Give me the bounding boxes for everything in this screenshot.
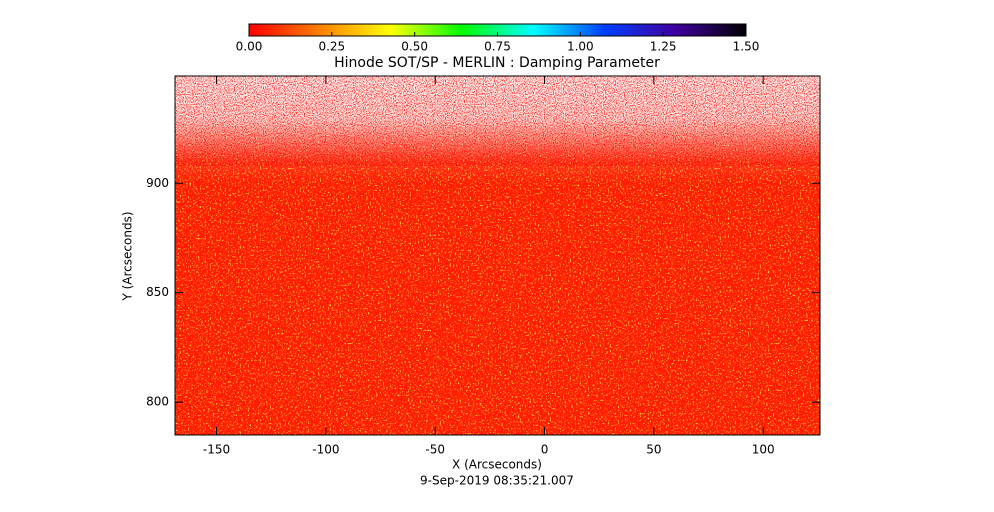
- x-tick-label: -50: [425, 443, 445, 457]
- colorbar-tick-label: 1.00: [567, 40, 594, 54]
- x-tick-label: -100: [312, 443, 339, 457]
- x-tick-label: -150: [203, 443, 230, 457]
- y-tick-label: 900: [146, 176, 169, 190]
- colorbar-tick-label: 0.00: [236, 40, 263, 54]
- y-tick-label: 800: [146, 395, 169, 409]
- chart-title: Hinode SOT/SP - MERLIN : Damping Paramet…: [334, 55, 660, 71]
- colorbar-tick-label: 0.75: [484, 40, 511, 54]
- colorbar-tick-label: 0.25: [318, 40, 345, 54]
- x-tick-label: 0: [541, 443, 549, 457]
- colorbar-tick-label: 1.50: [733, 40, 760, 54]
- solar-image: [175, 76, 820, 435]
- y-axis-label: Y (Arcseconds): [121, 211, 135, 301]
- footer-date: 9-Sep-2019 08:35:21.007: [420, 474, 574, 488]
- y-tick-label: 850: [146, 285, 169, 299]
- x-tick-label: 50: [646, 443, 661, 457]
- x-axis-label: X (Arcseconds): [452, 458, 542, 472]
- plot-frame: [174, 75, 821, 436]
- colorbar-tick-label: 1.25: [650, 40, 677, 54]
- colorbar-tick-label: 0.50: [401, 40, 428, 54]
- x-tick-label: 100: [752, 443, 775, 457]
